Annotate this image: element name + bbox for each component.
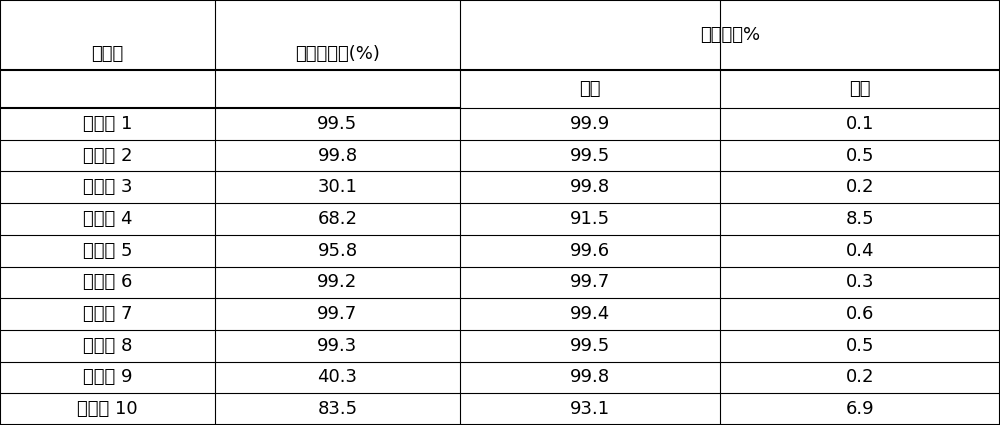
- Text: 0.1: 0.1: [846, 115, 874, 133]
- Text: 8.5: 8.5: [846, 210, 874, 228]
- Text: 0.4: 0.4: [846, 242, 874, 260]
- Text: 40.3: 40.3: [318, 368, 358, 386]
- Text: 实施例 2: 实施例 2: [83, 147, 132, 164]
- Text: 6.9: 6.9: [846, 400, 874, 418]
- Text: 95.8: 95.8: [317, 242, 358, 260]
- Text: 99.2: 99.2: [317, 273, 358, 292]
- Text: 68.2: 68.2: [318, 210, 358, 228]
- Text: 实施例 8: 实施例 8: [83, 337, 132, 355]
- Text: 99.7: 99.7: [317, 305, 358, 323]
- Text: 0.5: 0.5: [846, 147, 874, 164]
- Text: 91.5: 91.5: [570, 210, 610, 228]
- Text: 实施例 7: 实施例 7: [83, 305, 132, 323]
- Text: 99.9: 99.9: [570, 115, 610, 133]
- Text: 99.8: 99.8: [570, 368, 610, 386]
- Text: 99.5: 99.5: [570, 147, 610, 164]
- Text: 0.2: 0.2: [846, 368, 874, 386]
- Text: 99.8: 99.8: [317, 147, 358, 164]
- Text: 99.8: 99.8: [570, 178, 610, 196]
- Text: 99.3: 99.3: [317, 337, 358, 355]
- Text: 99.4: 99.4: [570, 305, 610, 323]
- Text: 83.5: 83.5: [317, 400, 358, 418]
- Text: 99.7: 99.7: [570, 273, 610, 292]
- Text: 0.5: 0.5: [846, 337, 874, 355]
- Text: 99.5: 99.5: [317, 115, 358, 133]
- Text: 实施例 6: 实施例 6: [83, 273, 132, 292]
- Text: 选择性，%: 选择性，%: [700, 26, 760, 44]
- Text: 99.6: 99.6: [570, 242, 610, 260]
- Text: 实施例 1: 实施例 1: [83, 115, 132, 133]
- Text: 0.6: 0.6: [846, 305, 874, 323]
- Text: 实施例 9: 实施例 9: [83, 368, 132, 386]
- Text: 烯烃转化率(%): 烯烃转化率(%): [295, 45, 380, 63]
- Text: 30.1: 30.1: [318, 178, 357, 196]
- Text: 乙烷: 乙烷: [849, 80, 871, 98]
- Text: 0.2: 0.2: [846, 178, 874, 196]
- Text: 0.3: 0.3: [846, 273, 874, 292]
- Text: 99.5: 99.5: [570, 337, 610, 355]
- Text: 93.1: 93.1: [570, 400, 610, 418]
- Text: 实施例 3: 实施例 3: [83, 178, 132, 196]
- Text: 丙醒: 丙醒: [579, 80, 601, 98]
- Text: 实施例: 实施例: [91, 45, 124, 63]
- Text: 实施例 5: 实施例 5: [83, 242, 132, 260]
- Text: 实施例 10: 实施例 10: [77, 400, 138, 418]
- Text: 实施例 4: 实施例 4: [83, 210, 132, 228]
